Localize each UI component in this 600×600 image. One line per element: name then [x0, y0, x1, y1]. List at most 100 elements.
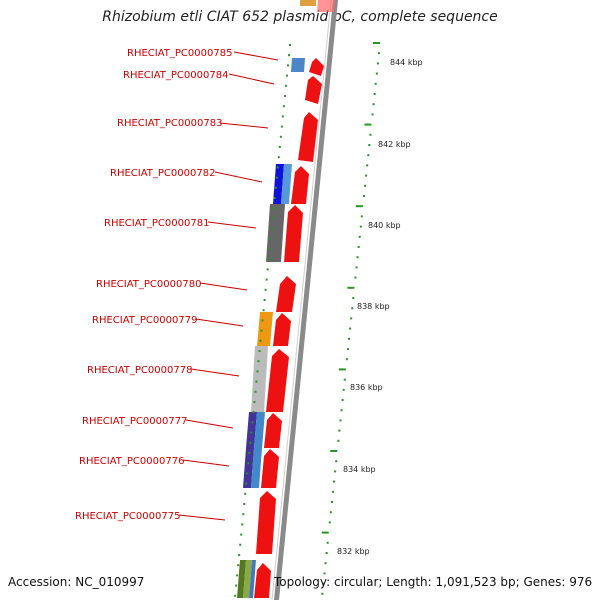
minor-tick	[240, 533, 243, 536]
minor-tick	[259, 339, 262, 342]
minor-tick	[376, 62, 379, 65]
minor-tick	[372, 103, 375, 106]
minor-tick	[273, 197, 276, 199]
minor-tick	[253, 401, 256, 403]
minor-tick	[281, 115, 284, 118]
cog-block	[251, 448, 262, 488]
minor-tick	[279, 135, 282, 138]
gene-label[interactable]: RHECIAT_PC0000776	[79, 456, 184, 467]
minor-tick	[283, 95, 286, 97]
label-connector	[195, 318, 244, 327]
scale-labels: 844 kbp 842 kbp 840 kbp 838 kbp 836 kbp …	[337, 58, 423, 556]
minor-tick	[355, 266, 358, 269]
gene-label[interactable]: RHECIAT_PC0000779	[92, 315, 197, 326]
cog-block	[251, 346, 268, 412]
minor-tick	[340, 409, 343, 412]
minor-tick	[284, 84, 287, 87]
minor-tick	[366, 164, 369, 167]
minor-tick	[337, 439, 340, 442]
cog-block	[257, 312, 273, 346]
minor-tick	[270, 227, 273, 230]
gene-label[interactable]: RHECIAT_PC0000784	[123, 70, 228, 81]
minor-tick	[246, 472, 249, 475]
minor-tick	[357, 246, 360, 248]
gene-label[interactable]: RHECIAT_PC0000782	[110, 168, 215, 179]
gene-label[interactable]: RHECIAT_PC0000777	[82, 416, 187, 427]
minor-tick	[251, 421, 254, 424]
scale-label: 842 kbp	[378, 140, 411, 149]
gene-arrow	[273, 313, 291, 346]
minor-tick	[341, 399, 344, 401]
minor-tick	[265, 278, 268, 281]
gene-label[interactable]: RHECIAT_PC0000775	[75, 511, 180, 522]
gene-arrows	[254, 58, 324, 598]
gene-arrow	[305, 76, 322, 104]
minor-tick	[236, 574, 239, 577]
gene-label[interactable]: RHECIAT_PC0000785	[127, 48, 232, 59]
minor-tick	[239, 543, 242, 546]
minor-tick	[238, 554, 241, 556]
gene-label[interactable]: RHECIAT_PC0000781	[104, 218, 209, 229]
minor-tick	[254, 390, 257, 393]
minor-tick	[289, 44, 291, 46]
minor-tick	[328, 521, 331, 524]
minor-tick	[365, 174, 368, 177]
minor-tick	[241, 523, 244, 526]
minor-tick	[330, 501, 333, 503]
minor-tick	[371, 113, 374, 116]
minor-tick	[275, 176, 278, 179]
scale-label: 844 kbp	[390, 58, 423, 67]
label-connector	[190, 368, 240, 377]
label-connector	[185, 419, 234, 429]
major-tick	[321, 531, 329, 534]
cog-block	[300, 0, 316, 6]
cog-blocks	[237, 58, 305, 598]
minor-tick	[268, 248, 271, 250]
label-connector	[233, 51, 279, 61]
minor-tick	[375, 72, 378, 75]
gene-arrow	[264, 413, 282, 448]
minor-tick	[243, 503, 246, 505]
gene-label[interactable]: RHECIAT_PC0000778	[87, 365, 192, 376]
backbone	[274, 0, 338, 600]
minor-tick	[326, 541, 329, 544]
minor-tick	[333, 480, 336, 483]
minor-tick	[339, 419, 342, 422]
scale-label: 836 kbp	[350, 383, 383, 392]
minor-tick	[358, 235, 361, 238]
minor-tick	[373, 93, 376, 95]
label-connector	[228, 73, 275, 85]
minor-tick	[256, 370, 259, 373]
minor-tick	[277, 156, 280, 159]
gene-label[interactable]: RHECIAT_PC0000780	[96, 279, 201, 290]
minor-tick	[260, 329, 263, 332]
minor-tick	[343, 378, 346, 381]
minor-tick	[332, 490, 335, 493]
minor-tick	[245, 482, 248, 485]
minor-tick	[249, 441, 252, 444]
gene-label[interactable]: RHECIAT_PC0000783	[117, 118, 222, 129]
minor-tick	[250, 431, 253, 434]
minor-tick	[374, 82, 377, 85]
minor-tick	[329, 511, 332, 514]
minor-tick	[364, 184, 367, 187]
minor-tick	[269, 237, 272, 240]
minor-tick	[362, 195, 365, 197]
minor-tick	[368, 144, 371, 146]
minor-tick	[280, 125, 283, 128]
label-connector	[178, 514, 226, 521]
minor-tick	[258, 350, 261, 352]
minor-tick	[321, 592, 324, 595]
gene-arrow	[298, 112, 318, 162]
major-tick	[364, 123, 372, 126]
accession-text: Accession: NC_010997	[8, 575, 145, 589]
minor-tick	[257, 360, 260, 363]
minor-tick	[322, 582, 325, 585]
minor-tick	[377, 52, 380, 55]
gene-arrow	[317, 0, 335, 12]
left-tick-track	[234, 44, 291, 597]
major-tick	[330, 450, 338, 452]
gene-arrow	[284, 205, 303, 262]
minor-tick	[369, 133, 372, 136]
